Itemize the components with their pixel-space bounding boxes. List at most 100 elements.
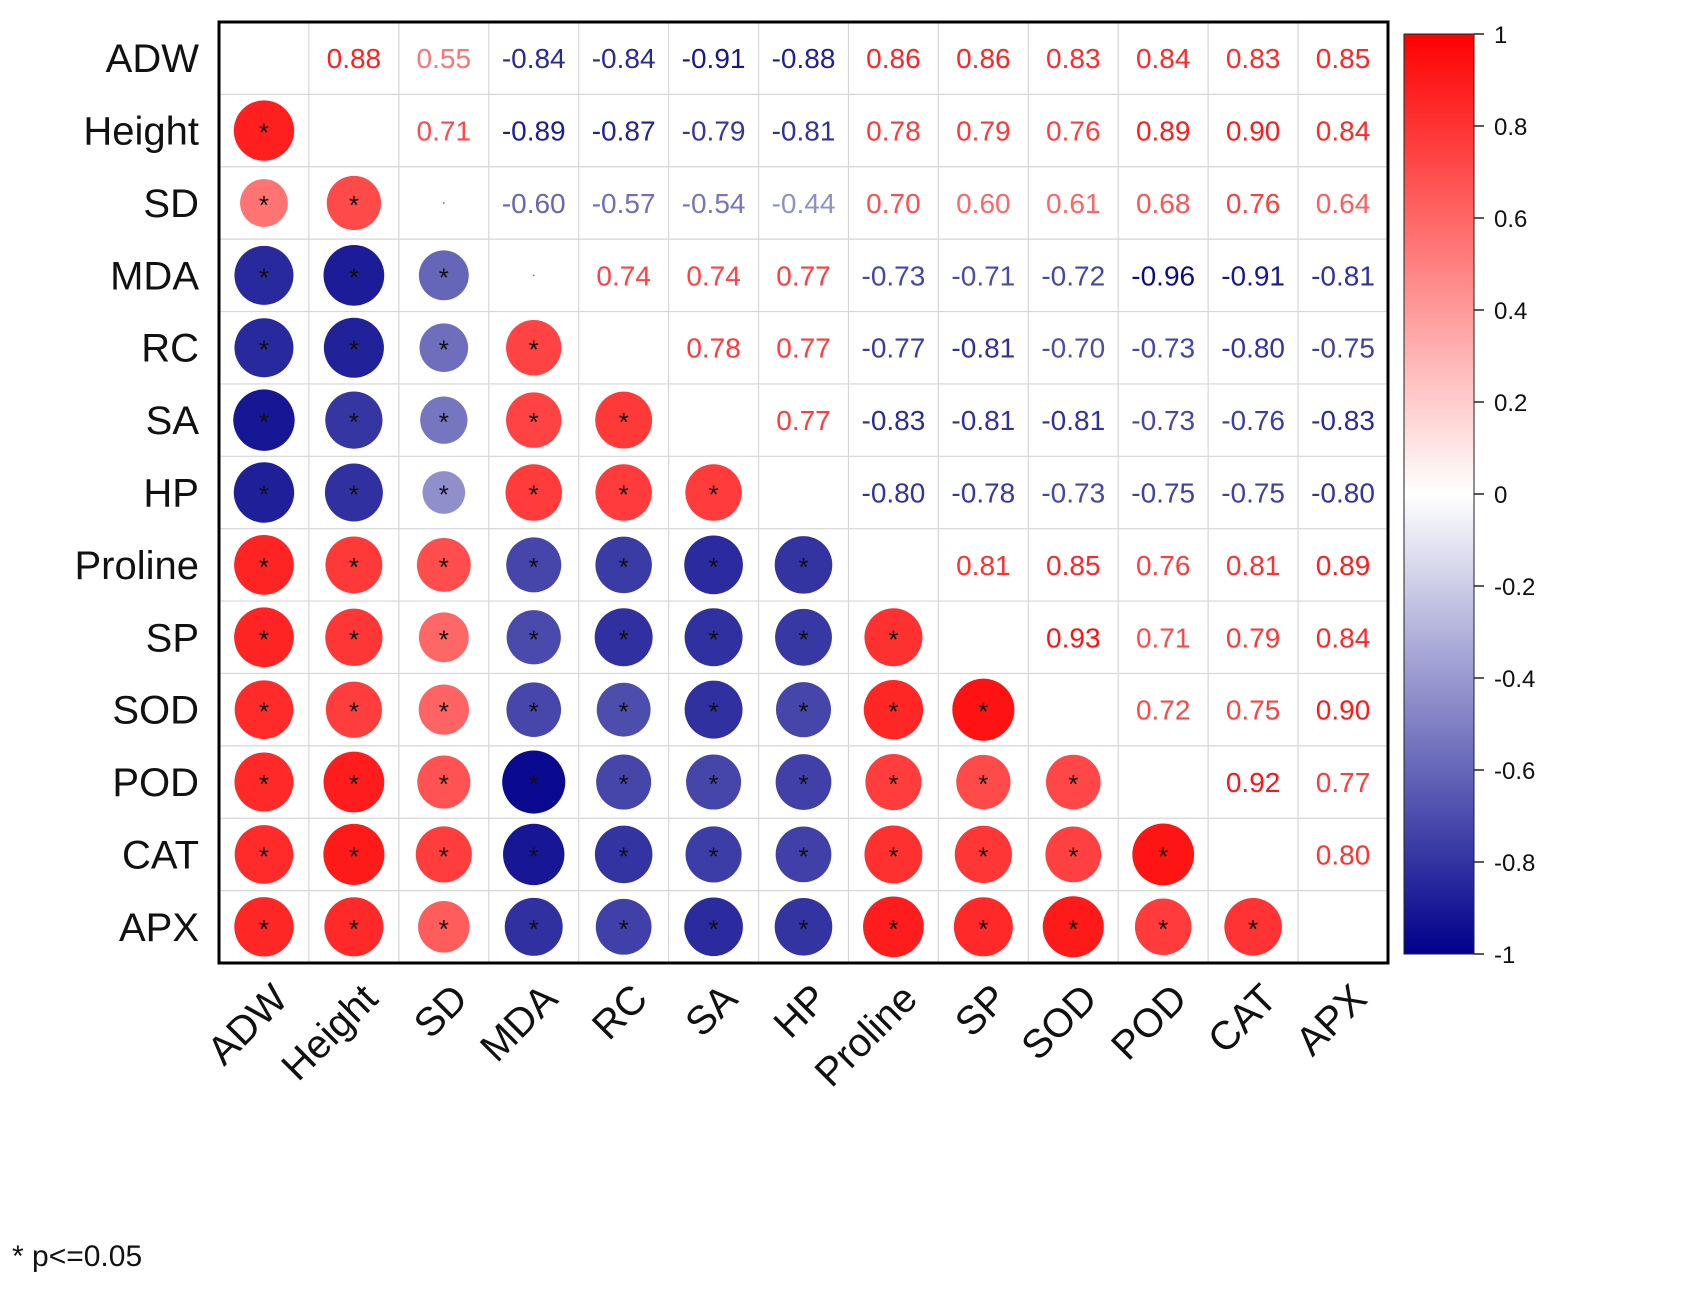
significance-star: * (978, 914, 988, 944)
corr-value-Height-RC: -0.87 (592, 116, 656, 147)
corr-circle-SA-RC (595, 391, 653, 449)
significance-star: * (439, 769, 449, 799)
corr-value-SD-MDA: -0.60 (502, 188, 566, 219)
corr-circle-POD-RC (596, 754, 652, 810)
corr-circle-CAT-RC (594, 825, 653, 884)
corr-value-HP-APX: -0.80 (1311, 478, 1375, 509)
x-label-SOD: SOD (1013, 976, 1105, 1068)
corr-value-ADW-SP: 0.86 (956, 43, 1011, 74)
corr-circle-SP-Height (325, 608, 383, 666)
corr-circle-Proline-SA (684, 535, 743, 595)
corr-value-RC-APX: -0.75 (1311, 333, 1375, 364)
significance-star: * (439, 407, 449, 437)
corr-circle-APX-SD (418, 901, 470, 953)
x-label-Height: Height (273, 976, 386, 1089)
significance-star: * (349, 262, 359, 292)
corr-value-SD-APX: 0.64 (1316, 188, 1371, 219)
corr-circle-CAT-Height (323, 823, 385, 885)
corr-value-Height-SP: 0.79 (956, 116, 1011, 147)
corr-circle-CAT-SD (415, 826, 472, 883)
corr-value-SD-SA: -0.54 (682, 188, 746, 219)
corr-circle-SA-ADW (233, 389, 295, 451)
corr-circle-CAT-SOD (1045, 826, 1102, 883)
significance-star: * (349, 552, 359, 582)
corr-value-Proline-CAT: 0.81 (1226, 550, 1281, 581)
corr-circle-SOD-Proline (863, 679, 924, 740)
significance-star: * (259, 769, 269, 799)
significance-star: * (619, 480, 629, 510)
significance-star: * (619, 407, 629, 437)
diagonal-dot (532, 274, 535, 277)
corr-value-MDA-RC: 0.74 (596, 260, 651, 291)
significance-star: * (259, 697, 269, 727)
corr-circle-SOD-SD (418, 684, 469, 735)
significance-star: * (978, 841, 988, 871)
significance-star: * (529, 335, 539, 365)
corr-value-MDA-SP: -0.71 (951, 260, 1015, 291)
corr-value-SOD-POD: 0.72 (1136, 695, 1191, 726)
y-label-SA: SA (146, 399, 200, 443)
corr-value-Height-SOD: 0.76 (1046, 116, 1101, 147)
corr-circle-APX-Proline (863, 896, 924, 958)
corr-circle-Proline-ADW (234, 535, 294, 595)
y-label-SD: SD (143, 182, 199, 226)
y-label-ADW: ADW (106, 37, 200, 81)
corr-circle-SA-MDA (506, 392, 562, 448)
corr-circle-SP-HP (775, 608, 832, 666)
corr-value-CAT-APX: 0.80 (1316, 839, 1371, 870)
corr-value-MDA-Proline: -0.73 (862, 260, 926, 291)
corr-circle-Proline-Height (325, 536, 383, 594)
significance-star: * (978, 769, 988, 799)
significance-star: * (529, 480, 539, 510)
colorbar-tick-label: 0 (1494, 482, 1507, 509)
corr-circle-APX-Height (324, 897, 384, 957)
corr-circle-APX-SOD (1042, 896, 1104, 958)
corr-value-Height-MDA: -0.89 (502, 116, 566, 147)
corr-circle-POD-HP (775, 754, 832, 810)
significance-star: * (1068, 914, 1078, 944)
corr-value-SA-CAT: -0.76 (1221, 405, 1285, 436)
corr-value-ADW-HP: -0.88 (772, 43, 836, 74)
significance-star: * (619, 769, 629, 799)
corr-value-SOD-APX: 0.90 (1316, 695, 1371, 726)
corr-value-Proline-POD: 0.76 (1136, 550, 1191, 581)
significance-star: * (349, 480, 359, 510)
corr-value-ADW-POD: 0.84 (1136, 43, 1191, 74)
significance-star: * (259, 118, 269, 148)
significance-star: * (439, 624, 449, 654)
x-label-CAT: CAT (1200, 976, 1286, 1062)
corr-value-MDA-APX: -0.81 (1311, 260, 1375, 291)
x-label-SA: SA (677, 976, 746, 1045)
significance-star: * (888, 624, 898, 654)
corr-circle-SOD-SA (684, 680, 743, 739)
corr-circle-SA-Height (325, 391, 383, 449)
upper-triangle-values: 0.88 0.55 -0.84 -0.84 -0.91 -0.88 0.86 0.86 0.83… (327, 43, 1375, 870)
significance-star: * (349, 769, 359, 799)
corr-circle-APX-HP (774, 898, 833, 956)
significance-star: * (798, 769, 808, 799)
significance-star: * (259, 841, 269, 871)
corr-circle-POD-ADW (234, 752, 294, 812)
colorbar-tick-label: 1 (1494, 22, 1507, 49)
x-label-MDA: MDA (472, 976, 566, 1070)
corr-value-MDA-SA: 0.74 (686, 260, 741, 291)
corr-circle-HP-SD (422, 471, 466, 514)
corr-circle-POD-SA (686, 754, 742, 810)
significance-star: * (439, 697, 449, 727)
corr-value-ADW-MDA: -0.84 (502, 43, 566, 74)
corr-value-RC-SOD: -0.70 (1041, 333, 1105, 364)
corr-circle-Proline-HP (774, 536, 833, 594)
colorbar-tick-label: -0.4 (1494, 666, 1535, 693)
corr-circle-SP-ADW (234, 607, 294, 668)
corr-value-MDA-HP: 0.77 (776, 260, 831, 291)
corr-value-RC-POD: -0.73 (1131, 333, 1195, 364)
significance-star: * (798, 841, 808, 871)
corr-value-POD-CAT: 0.92 (1226, 767, 1281, 798)
significance-star: * (529, 697, 539, 727)
corr-circle-APX-POD (1134, 898, 1192, 956)
significance-star: * (619, 697, 629, 727)
corr-circle-MDA-Height (323, 244, 385, 306)
corr-value-HP-SOD: -0.73 (1041, 478, 1105, 509)
corr-value-SA-SP: -0.81 (951, 405, 1015, 436)
